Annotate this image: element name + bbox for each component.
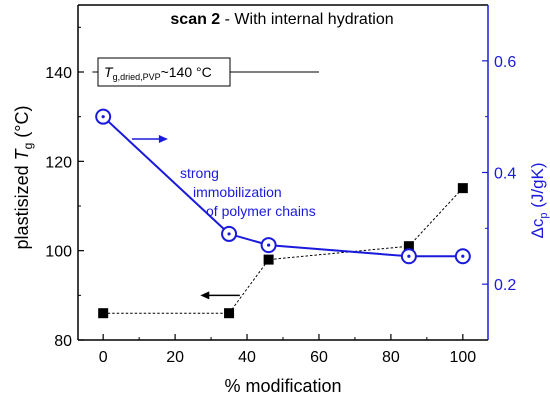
reference-label-rest: ~140 °C <box>161 64 212 80</box>
series-layer <box>95 108 471 319</box>
reference-label: Tg,dried,PVP~140 °C <box>104 64 212 82</box>
dcp-point-center <box>407 254 411 258</box>
x-tick-label: 80 <box>382 349 400 366</box>
x-tick-label: 100 <box>449 349 476 366</box>
dcp-point-center <box>101 115 105 119</box>
tg-point <box>457 183 468 194</box>
chart-title: scan 2 - With internal hydration <box>170 11 393 28</box>
dcp-point-center <box>461 254 465 258</box>
arrow-head <box>200 291 210 300</box>
arrow-head <box>158 135 168 143</box>
reference-layer: Tg,dried,PVP~140 °C <box>92 57 319 87</box>
y-right-tick-label: 0.6 <box>494 54 516 71</box>
annotation-line: strong <box>180 165 219 181</box>
annotation-layer: strong immobilization of polymer chains <box>131 135 316 300</box>
plot-frame: 0 20 40 60 80 100 80 100 120 140 0.2 0.4 0.6 <box>45 4 516 366</box>
y-right-label-sub: p <box>538 213 550 219</box>
y-left-label-sub: g <box>21 143 35 150</box>
y-left-tick-label: 100 <box>45 244 72 261</box>
x-axis-label: % modification <box>224 376 341 396</box>
x-tick-label: 60 <box>310 349 328 366</box>
x-tick-label: 40 <box>238 349 256 366</box>
annotation-line: of polymer chains <box>206 203 316 219</box>
tg-point <box>98 308 109 319</box>
y-right-label-suffix: (J/gK) <box>528 162 547 212</box>
reference-label-box <box>97 57 231 87</box>
tg-point <box>263 254 274 265</box>
x-tick-label: 0 <box>99 349 108 366</box>
y-left-label-prefix: plastisized <box>12 160 32 249</box>
series-dcp-line <box>102 115 463 258</box>
reference-label-var: T <box>104 64 114 80</box>
y-left-tick-label: 120 <box>45 154 72 171</box>
y-right-label-prefix: Δc <box>528 218 547 238</box>
y-left-label-var: T <box>12 147 32 160</box>
y-right-tick-label: 0.2 <box>494 277 516 294</box>
annotation-line: immobilization <box>193 184 282 200</box>
x-tick-label: 20 <box>166 349 184 366</box>
chart-title-bold: scan 2 <box>170 11 220 28</box>
label-layer: scan 2 - With internal hydration % modifi… <box>12 11 550 396</box>
y-left-tick-label: 140 <box>45 65 72 82</box>
y-left-tick-label: 80 <box>54 333 72 350</box>
tg-point <box>224 308 235 319</box>
reference-label-sub: g,dried,PVP <box>113 72 161 82</box>
dcp-point-center <box>267 243 271 247</box>
chart-title-rest: - With internal hydration <box>220 11 393 28</box>
dcp-point-center <box>227 232 231 236</box>
y-left-label-suffix: (°C) <box>12 106 32 143</box>
y-right-axis-label: Δcp (J/gK) <box>528 162 550 238</box>
y-left-axis-label: plastisized Tg (°C) <box>12 106 35 250</box>
y-right-tick-label: 0.4 <box>494 166 516 183</box>
tg-point <box>403 241 414 252</box>
